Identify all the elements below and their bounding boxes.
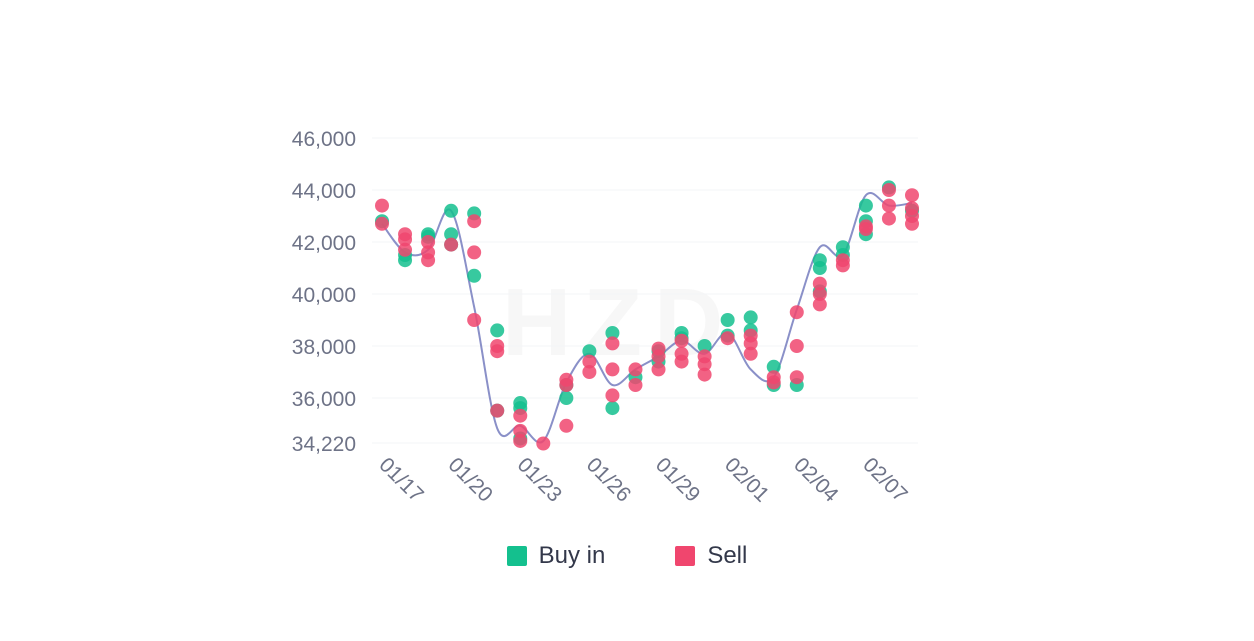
sell-point bbox=[582, 354, 597, 369]
buy-in-point bbox=[720, 313, 735, 327]
sell-point bbox=[421, 253, 436, 268]
buy-in-point bbox=[582, 344, 597, 359]
legend-label-buy-in: Buy in bbox=[538, 542, 606, 569]
y-tick-label: 34,220 bbox=[292, 433, 356, 456]
y-tick-label: 44,000 bbox=[292, 180, 356, 203]
grid-lines bbox=[372, 137, 918, 444]
sell-point bbox=[582, 365, 597, 379]
sell-point bbox=[720, 331, 735, 346]
sell-point bbox=[628, 362, 643, 377]
buy-in-point bbox=[444, 203, 459, 218]
legend: Buy in Sell bbox=[0, 538, 1254, 574]
sell-point bbox=[743, 346, 758, 361]
sell-point bbox=[559, 418, 574, 433]
y-tick-label: 40,000 bbox=[292, 284, 356, 307]
buy-in-point bbox=[605, 326, 620, 340]
sell-point bbox=[674, 333, 689, 348]
sell-point bbox=[812, 287, 827, 301]
sell-point bbox=[743, 336, 758, 351]
buy-in-point bbox=[697, 339, 712, 353]
sell-point bbox=[651, 362, 666, 377]
buy-in-point bbox=[490, 323, 505, 338]
legend-item-buy-in[interactable]: Buy in bbox=[506, 542, 606, 570]
sell-point bbox=[605, 336, 620, 351]
x-tick-label: 01/29 bbox=[651, 453, 704, 506]
sell-point bbox=[513, 423, 528, 438]
buy-in-point bbox=[812, 261, 827, 275]
sell-point bbox=[789, 339, 804, 353]
sell-point bbox=[398, 242, 413, 257]
x-axis-ticks: 01/17 01/20 01/23 01/26 01/29 02/01 02/04 02/07 bbox=[374, 453, 911, 507]
buy-in-point bbox=[559, 391, 574, 405]
sell-point bbox=[628, 378, 643, 392]
sell-point bbox=[536, 436, 551, 451]
sell-point bbox=[697, 357, 712, 372]
y-tick-label: 42,000 bbox=[292, 232, 356, 255]
sell-point bbox=[881, 183, 896, 197]
legend-swatch-buy-in bbox=[506, 546, 527, 566]
x-tick-label: 01/26 bbox=[582, 453, 635, 506]
price-line bbox=[381, 192, 913, 444]
sell-point bbox=[559, 378, 574, 392]
sell-point bbox=[490, 403, 505, 418]
buy-in-point bbox=[444, 227, 459, 242]
sell-point bbox=[444, 237, 459, 252]
legend-swatch-sell bbox=[675, 546, 696, 566]
price-line-group bbox=[381, 192, 913, 444]
sell-point bbox=[398, 232, 413, 247]
sell-point bbox=[513, 408, 528, 423]
y-tick-label: 38,000 bbox=[292, 336, 356, 359]
sell-point bbox=[905, 216, 919, 231]
sell-point bbox=[513, 433, 528, 448]
sell-point bbox=[697, 367, 712, 382]
sell-point bbox=[467, 214, 482, 229]
x-tick-label: 02/07 bbox=[858, 453, 911, 506]
sell-point bbox=[766, 375, 781, 390]
sell-point bbox=[812, 276, 827, 291]
buy-in-series bbox=[375, 180, 919, 446]
buy-in-point bbox=[467, 268, 482, 283]
sell-point bbox=[651, 349, 666, 364]
sell-point bbox=[605, 362, 620, 377]
sell-point bbox=[881, 211, 896, 226]
sell-point bbox=[467, 245, 482, 260]
x-tick-label: 01/17 bbox=[374, 453, 427, 506]
x-tick-label: 01/20 bbox=[444, 453, 497, 506]
sell-point bbox=[905, 188, 919, 203]
sell-point bbox=[375, 198, 389, 213]
sell-point bbox=[858, 222, 873, 236]
buy-in-point bbox=[766, 359, 781, 374]
y-tick-label: 36,000 bbox=[292, 388, 356, 411]
buy-in-point bbox=[858, 198, 873, 213]
x-tick-label: 01/23 bbox=[513, 453, 566, 506]
x-tick-label: 02/04 bbox=[789, 453, 843, 507]
sell-point bbox=[789, 305, 804, 320]
sell-point bbox=[881, 198, 896, 213]
sell-series bbox=[375, 183, 919, 451]
buy-in-point bbox=[605, 401, 620, 416]
y-tick-label: 46,000 bbox=[292, 128, 356, 151]
sell-point bbox=[835, 258, 850, 273]
sell-point bbox=[490, 344, 505, 359]
y-axis-ticks: 34,220 36,000 38,000 40,000 42,000 44,000 46,0… bbox=[292, 128, 356, 456]
sell-point bbox=[375, 216, 389, 231]
sell-point bbox=[421, 235, 436, 249]
sell-point bbox=[605, 388, 620, 403]
sell-point bbox=[812, 297, 827, 312]
x-tick-label: 02/01 bbox=[720, 453, 773, 506]
legend-item-sell[interactable]: Sell bbox=[675, 542, 747, 570]
legend-label-sell: Sell bbox=[707, 542, 748, 569]
sell-point bbox=[467, 313, 482, 327]
sell-point bbox=[789, 370, 804, 385]
buy-in-point bbox=[743, 310, 758, 325]
sell-point bbox=[674, 354, 689, 369]
